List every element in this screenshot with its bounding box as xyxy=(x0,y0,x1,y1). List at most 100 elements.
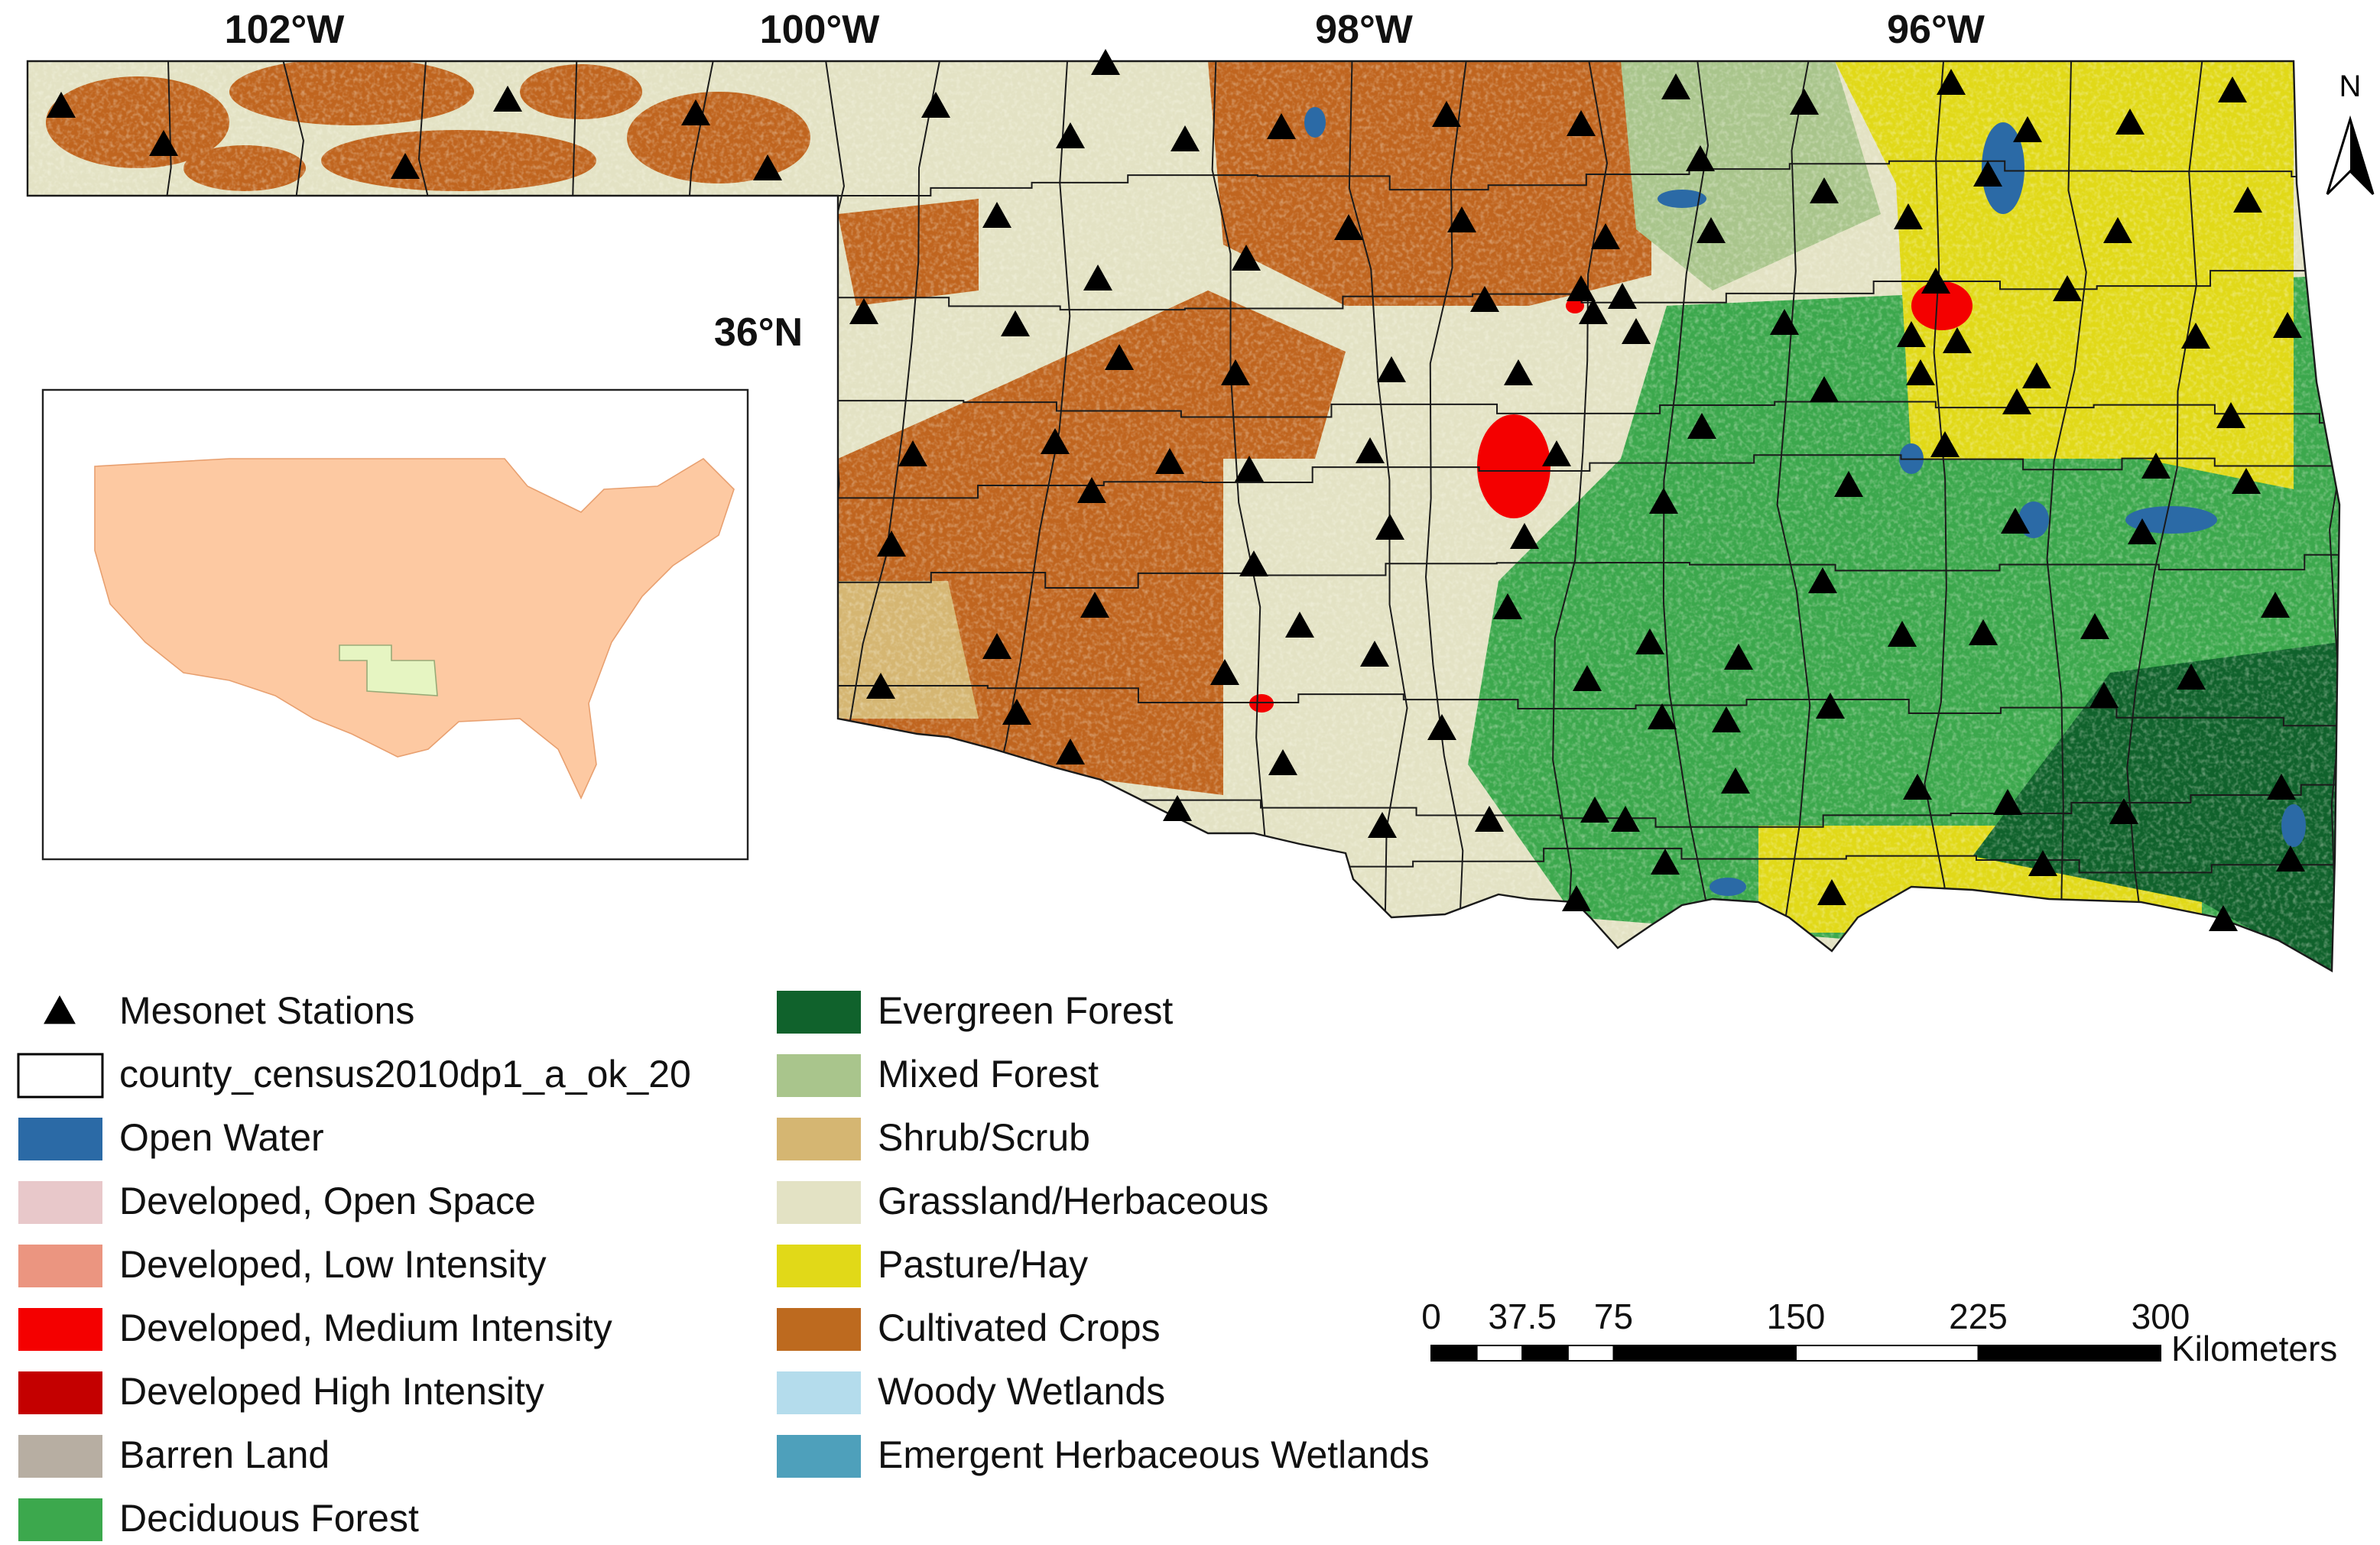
station-marker xyxy=(2128,518,2157,544)
station-marker xyxy=(1163,795,1192,821)
legend-label: Grassland/Herbaceous xyxy=(878,1180,1268,1222)
scale-segment xyxy=(1977,1345,2161,1362)
scale-segment xyxy=(1567,1345,1615,1362)
station-marker xyxy=(1567,110,1596,136)
legend-swatch xyxy=(777,1181,861,1224)
legend-label: Pasture/Hay xyxy=(878,1243,1088,1286)
station-marker xyxy=(982,633,1011,659)
longitude-label: 100°W xyxy=(760,8,881,52)
legend-swatch xyxy=(777,1371,861,1414)
legend-label: Mixed Forest xyxy=(878,1053,1099,1095)
station-marker xyxy=(1808,567,1837,593)
scale-segment xyxy=(1521,1345,1569,1362)
scale-tick-label: 37.5 xyxy=(1488,1297,1557,1336)
station-marker xyxy=(149,130,178,156)
legend-label: county_census2010dp1_a_ok_20 xyxy=(119,1053,691,1095)
legend-swatch xyxy=(777,1245,861,1287)
station-marker xyxy=(1648,703,1677,729)
station-marker xyxy=(1573,665,1602,691)
legend-swatch xyxy=(17,1053,104,1099)
station-marker xyxy=(1591,223,1620,249)
station-marker xyxy=(391,153,420,179)
station-marker xyxy=(1770,309,1799,335)
station-marker xyxy=(1001,310,1030,336)
station-marker xyxy=(1651,849,1680,875)
north-label: N xyxy=(2339,70,2362,103)
station-marker xyxy=(2267,774,2296,800)
scale-segment xyxy=(1430,1345,1478,1362)
station-marker xyxy=(1334,214,1363,240)
legend-swatch xyxy=(777,991,861,1034)
station-marker xyxy=(1056,122,1085,148)
station-marker xyxy=(1888,621,1917,647)
scale-tick-label: 300 xyxy=(2132,1297,2190,1336)
legend-swatch xyxy=(777,1054,861,1097)
station-marker xyxy=(1943,327,1972,353)
county-line xyxy=(838,270,2339,311)
station-marker xyxy=(1903,774,1932,800)
station-marker xyxy=(1077,477,1106,503)
station-marker xyxy=(1810,376,1839,402)
station-marker xyxy=(2103,217,2132,243)
legend-label: Developed, Medium Intensity xyxy=(119,1306,612,1349)
station-marker xyxy=(1475,806,1504,832)
station-marker xyxy=(1562,885,1591,911)
station-marker xyxy=(1993,789,2022,815)
station-marker xyxy=(1686,145,1715,171)
station-marker xyxy=(2261,592,2290,618)
station-marker xyxy=(1239,550,1268,576)
county-line xyxy=(1776,61,1811,971)
station-marker xyxy=(1897,321,1926,347)
station-marker xyxy=(681,99,710,125)
legend-label: Mesonet Stations xyxy=(119,989,414,1032)
station-marker xyxy=(1002,699,1031,725)
station-marker xyxy=(1356,437,1385,463)
station-marker xyxy=(2177,664,2206,690)
station-marker xyxy=(2216,402,2245,428)
scale-segment xyxy=(1476,1345,1524,1362)
scale-tick-label: 150 xyxy=(1767,1297,1826,1336)
station-marker xyxy=(1221,359,1250,385)
station-marker xyxy=(1712,706,1741,732)
station-marker xyxy=(1973,161,2002,187)
longitude-label: 98°W xyxy=(1315,8,1414,52)
scale-tick-label: 75 xyxy=(1594,1297,1633,1336)
station-marker xyxy=(1510,523,1539,549)
legend-swatch xyxy=(18,1371,102,1414)
station-marker xyxy=(1921,268,1950,294)
station-marker xyxy=(2089,682,2119,708)
scale-unit: Kilometers xyxy=(2171,1329,2337,1368)
station-marker xyxy=(2022,362,2051,388)
legend-label: Developed, Low Intensity xyxy=(119,1243,547,1286)
legend-label: Emergent Herbaceous Wetlands xyxy=(878,1433,1430,1476)
longitude-label: 96°W xyxy=(1887,8,1985,52)
station-marker xyxy=(2109,798,2138,824)
longitude-label: 102°W xyxy=(225,8,346,52)
station-marker xyxy=(2273,312,2302,338)
station-marker xyxy=(1080,592,1109,618)
station-marker xyxy=(1697,217,1726,243)
station-marker xyxy=(2013,116,2042,142)
station-marker xyxy=(1493,593,1522,619)
station-marker xyxy=(2115,109,2145,135)
station-marker xyxy=(1724,644,1753,670)
station-marker xyxy=(2028,850,2057,876)
station-marker xyxy=(1906,359,1935,385)
station-marker xyxy=(2053,275,2082,301)
county-line xyxy=(838,160,2339,196)
legend-swatch xyxy=(18,1435,102,1478)
station-marker xyxy=(1542,440,1571,466)
station-marker xyxy=(2001,508,2030,534)
station-marker xyxy=(2141,453,2171,479)
station-marker xyxy=(2276,846,2305,871)
legend-symbol xyxy=(44,995,76,1024)
station-marker xyxy=(753,154,782,180)
station-marker xyxy=(1155,448,1184,474)
county-line xyxy=(838,400,2339,424)
station-marker xyxy=(1056,738,1085,764)
station-marker xyxy=(1041,428,1070,454)
legend-swatch xyxy=(18,1118,102,1160)
station-marker xyxy=(2080,613,2109,639)
legend: Mesonet Stations county_census2010dp1_a_o… xyxy=(17,989,1430,1541)
